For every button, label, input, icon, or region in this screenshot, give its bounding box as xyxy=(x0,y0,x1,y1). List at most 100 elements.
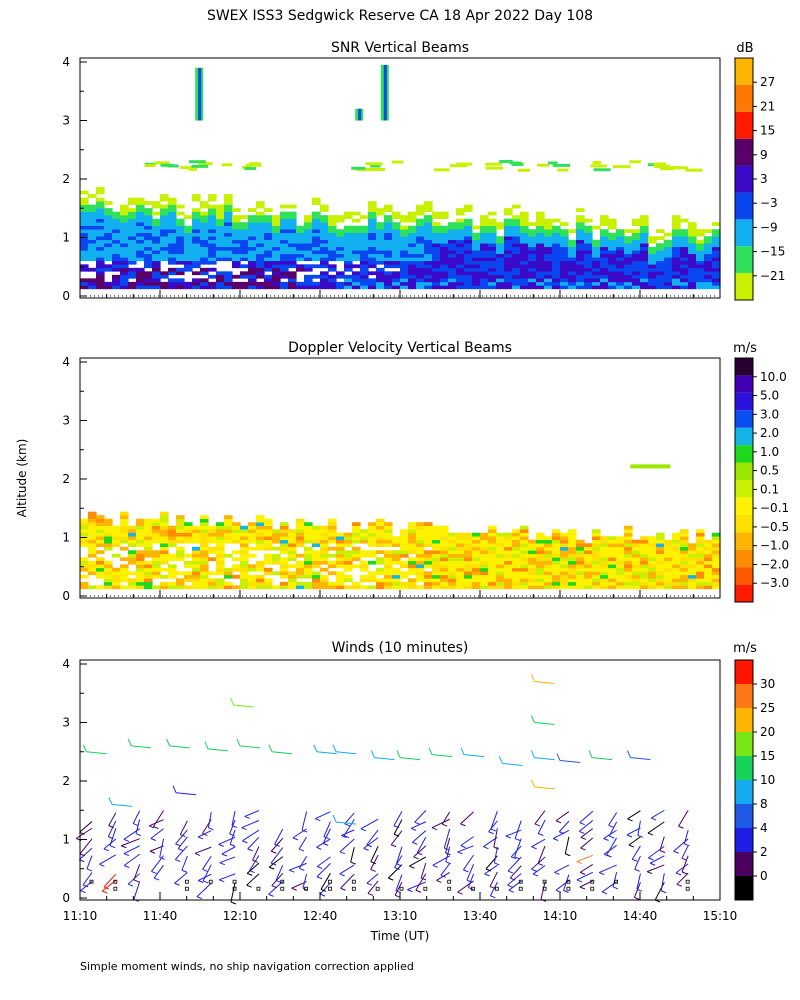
velocity-cell xyxy=(680,529,689,534)
snr-cell xyxy=(160,225,169,230)
snr-cell xyxy=(352,274,361,279)
velocity-cell xyxy=(88,564,97,569)
velocity-cell xyxy=(88,515,97,519)
snr-cell xyxy=(200,285,209,290)
calm-marker xyxy=(328,879,332,884)
snr-cell xyxy=(536,264,545,269)
wind-barb-flag xyxy=(444,847,450,851)
velocity-cell xyxy=(296,553,305,558)
velocity-cell xyxy=(704,550,713,555)
snr-cell xyxy=(480,250,489,255)
snr-cell xyxy=(520,225,529,230)
velocity-cell xyxy=(288,557,297,562)
wind-barb-flag xyxy=(468,887,474,890)
snr-cell xyxy=(80,197,89,202)
velocity-cell xyxy=(488,585,497,590)
snr-cell xyxy=(496,260,505,265)
velocity-cell xyxy=(656,550,665,555)
snr-cell xyxy=(192,215,201,219)
snr-cell xyxy=(600,239,609,244)
snr-cell xyxy=(208,257,217,262)
snr-cell xyxy=(336,246,345,251)
velocity-cell xyxy=(600,539,609,544)
velocity-cell xyxy=(480,578,489,583)
snr-cell xyxy=(568,264,577,269)
velocity-cell xyxy=(488,578,497,583)
snr-cell xyxy=(680,274,689,279)
snr-cell xyxy=(80,211,89,216)
snr-cell xyxy=(232,225,241,230)
velocity-cell xyxy=(120,564,129,569)
snr-cell xyxy=(160,204,169,209)
wind-barb-flag xyxy=(133,823,139,827)
wind-barb-flag xyxy=(466,879,473,883)
snr-cell xyxy=(408,264,417,269)
snr-cell xyxy=(520,281,529,286)
colorbar-swatch xyxy=(735,192,753,220)
wind-barb xyxy=(86,855,93,870)
snr-cell xyxy=(136,278,145,283)
velocity-cell xyxy=(184,536,193,541)
snr-cell xyxy=(168,201,177,205)
snr-cell xyxy=(520,246,529,251)
velocity-cell xyxy=(144,536,153,541)
velocity-cell xyxy=(520,539,529,544)
snr-cell xyxy=(376,208,385,212)
snr-cell xyxy=(560,278,569,283)
snr-cell xyxy=(504,285,513,290)
snr-cell xyxy=(416,222,425,226)
velocity-cell xyxy=(136,550,145,555)
snr-cell xyxy=(712,281,721,286)
snr-cell xyxy=(208,194,217,198)
snr-cell xyxy=(344,225,353,230)
snr-cell xyxy=(672,246,681,251)
snr-cell xyxy=(376,271,385,276)
wind-barb-flag xyxy=(659,850,666,853)
snr-cell xyxy=(624,274,633,279)
snr-cell xyxy=(504,218,513,223)
wind-barb-flag xyxy=(636,888,643,892)
snr-cell xyxy=(512,246,521,251)
wind-barb-flag xyxy=(166,738,171,747)
snr-cell xyxy=(584,264,593,269)
velocity-cell xyxy=(616,574,625,579)
velocity-cell xyxy=(232,536,241,541)
snr-cell xyxy=(272,253,281,258)
snr-cell xyxy=(312,253,321,258)
snr-cell xyxy=(320,246,329,251)
velocity-cell xyxy=(672,553,681,558)
snr-cell xyxy=(488,229,497,234)
snr-cell xyxy=(200,225,209,230)
velocity-cell xyxy=(296,529,305,534)
snr-cell xyxy=(200,271,209,276)
velocity-cell xyxy=(360,539,369,544)
snr-cell xyxy=(176,222,185,226)
velocity-cell xyxy=(576,567,585,572)
snr-cell xyxy=(688,260,697,265)
snr-cell xyxy=(648,257,657,262)
snr-cell xyxy=(200,232,209,237)
snr-cell xyxy=(624,229,633,234)
snr-cell xyxy=(160,218,169,223)
snr-cell xyxy=(208,222,217,226)
calm-marker xyxy=(447,886,452,891)
snr-cell xyxy=(208,246,217,251)
wind-barb-flag xyxy=(241,827,247,831)
velocity-cell xyxy=(192,567,201,572)
snr-cell xyxy=(344,243,353,248)
velocity-cell xyxy=(480,532,489,537)
snr-cell xyxy=(640,260,649,265)
velocity-cell xyxy=(296,574,305,579)
velocity-cell xyxy=(672,557,681,562)
snr-cell xyxy=(80,285,89,290)
snr-cell xyxy=(544,222,553,226)
snr-cell xyxy=(600,271,609,276)
velocity-cell xyxy=(424,585,433,590)
wind-barb-flag xyxy=(198,880,204,883)
snr-cell xyxy=(552,225,561,230)
velocity-cell xyxy=(120,571,129,576)
snr-cell xyxy=(416,250,425,255)
snr-cell xyxy=(400,239,409,244)
wind-barb-flag xyxy=(366,844,372,848)
wind-barb-flag xyxy=(108,836,114,840)
